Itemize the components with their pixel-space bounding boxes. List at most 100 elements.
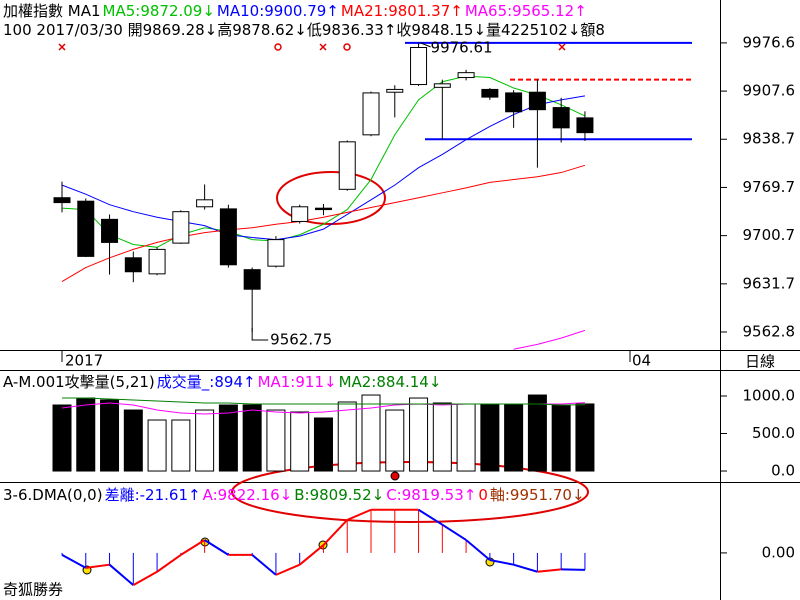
annotation-leader — [420, 42, 431, 48]
dma-line — [108, 563, 134, 586]
dma-line — [489, 558, 514, 566]
volume-bar — [290, 411, 310, 472]
x-tick-label: 2017 — [65, 352, 103, 370]
dma-line — [85, 563, 110, 569]
candle-body — [552, 107, 570, 129]
candle-body — [505, 92, 523, 113]
chart-title: A-M.001攻擊量(5,21) — [3, 373, 155, 391]
candle-body — [433, 83, 451, 88]
dma-line — [513, 563, 538, 573]
panel — [61, 508, 586, 586]
candle-body — [196, 199, 214, 208]
y-tick-label: 9769.7 — [743, 178, 796, 196]
y-tick-label: 0.0 — [771, 462, 795, 480]
y-tick-label: 9631.7 — [743, 274, 796, 292]
volume-bar — [409, 397, 429, 472]
candle-body — [386, 88, 404, 93]
legend-entry: MA1:911↓ — [257, 373, 337, 391]
period-label: 日線 — [745, 353, 775, 371]
legend-entry: A:9822.16↓ — [202, 486, 293, 504]
chart-title: 3-6.DMA(0,0) — [3, 486, 103, 504]
dma-line — [275, 563, 301, 576]
y-tick-label: 9907.6 — [743, 82, 796, 100]
dma-line — [180, 539, 206, 556]
y-tick-label: 500.0 — [752, 424, 795, 442]
volume-bar — [575, 403, 595, 472]
candle-body — [457, 72, 475, 79]
legend-entry: 軸:9951.70↓ — [489, 486, 585, 504]
info: 100 2017/03/30 開9869.28↓高9878.62↓低9836.3… — [3, 21, 605, 39]
dma-header: 3-6.DMA(0,0) 差離:-21.61↑ A:9822.16↓ B:9809.5… — [3, 486, 587, 504]
volume-bar — [52, 404, 72, 472]
dma-line — [346, 508, 372, 521]
annotation: 9976.61 — [431, 38, 493, 56]
dma-line — [418, 508, 443, 526]
header: 加權指數 MA1 MA5:9872.09↓ MA10:9900.79↑ MA21:98… — [3, 2, 589, 20]
volume-bar — [313, 417, 333, 472]
y-tick-label: 1000.0 — [743, 387, 796, 405]
candle-body — [481, 88, 499, 98]
volume-bar — [195, 409, 215, 472]
y-tick-label: 9562.8 — [743, 322, 796, 340]
y-tick-label: 9976.6 — [743, 33, 796, 51]
candle-body — [148, 248, 166, 275]
ma-line — [513, 329, 586, 350]
legend-entry: MA5:9872.09↓ — [102, 2, 215, 20]
volume-bar — [76, 397, 96, 472]
legend-entry: MA21:9801.37↑ — [340, 2, 463, 20]
annotation: 9562.75 — [270, 331, 332, 349]
ma-line — [62, 397, 585, 406]
legend-entry: 差離:-21.61↑ — [104, 486, 201, 504]
candle-body — [172, 211, 190, 244]
y-tick-label: 0.00 — [762, 543, 795, 561]
dma-line — [204, 539, 229, 556]
candle-body — [124, 257, 142, 273]
y-tick-label: 9700.7 — [743, 226, 796, 244]
legend-entry: 0 — [478, 486, 488, 504]
volume-bar — [100, 399, 120, 472]
candle-body — [77, 200, 95, 257]
legend-entry: MA10:9900.79↑ — [216, 2, 339, 20]
dma-line — [537, 568, 562, 573]
volume-bar — [551, 404, 571, 472]
dma-line — [156, 554, 182, 573]
dma-line — [322, 519, 348, 546]
legend-entry: B:9809.52↓ — [294, 486, 385, 504]
dma-line — [251, 554, 277, 576]
volume-bar — [147, 419, 167, 472]
ma-line — [61, 95, 586, 241]
candle-body — [291, 206, 309, 222]
volume-bar — [218, 404, 238, 472]
candle-body — [219, 208, 237, 266]
signal-markers — [58, 43, 566, 51]
annotation-leader — [251, 328, 269, 341]
candle-body — [267, 239, 285, 267]
volume-bar — [385, 409, 405, 472]
panel: 9976.61 9562.75 — [53, 38, 692, 350]
legend-entry: MA2:884.14↓ — [338, 373, 442, 391]
dma-line — [299, 544, 325, 566]
volume-bar — [504, 404, 524, 472]
legend-entry: 成交量_:894↑ — [156, 373, 256, 391]
candle-body — [314, 207, 332, 211]
volume-bar — [456, 403, 476, 472]
y-tick-label: 9838.7 — [743, 130, 796, 148]
volume-bar — [432, 402, 452, 472]
ma-line — [61, 75, 586, 248]
volume-bar — [123, 409, 143, 472]
volume-header: A-M.001攻擊量(5,21) 成交量_:894↑ MA1:911↓ MA2:884… — [3, 373, 443, 391]
volume-bar — [171, 419, 191, 472]
chart-title: 加權指數 MA1 — [3, 2, 101, 20]
candle-body — [362, 92, 380, 136]
dma-line — [61, 554, 87, 569]
candle-body — [53, 197, 71, 204]
dma-line — [441, 523, 467, 541]
candle-body — [410, 47, 428, 86]
candle-body — [243, 269, 261, 290]
legend-entry: MA65:9565.12↑ — [464, 2, 587, 20]
panel — [52, 394, 595, 472]
